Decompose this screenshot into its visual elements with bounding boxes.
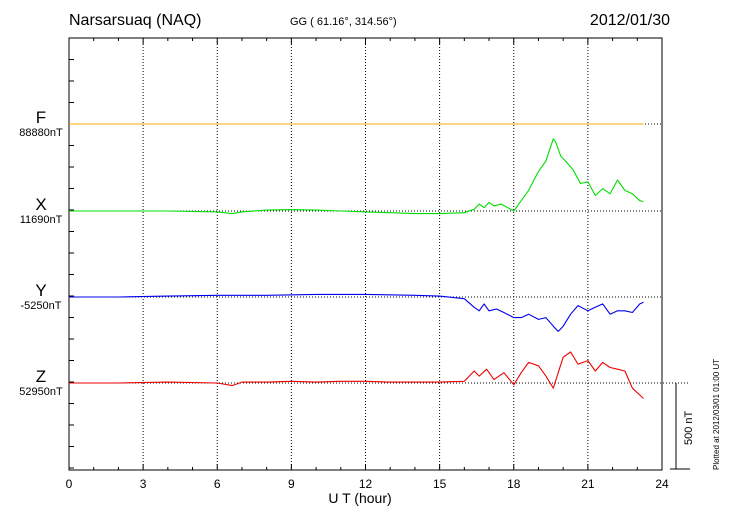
plot-date: 2012/01/30 <box>589 12 670 29</box>
component-label-f: F 88880nT <box>8 109 74 140</box>
x-tick-label: 15 <box>433 477 447 491</box>
component-baseline: 88880nT <box>19 127 63 139</box>
component-label-x: X 11690nT <box>8 196 74 227</box>
plotted-timestamp: Plotted at 2012/03/01 01:00 UT <box>712 358 721 470</box>
component-label-y: Y -5250nT <box>8 282 74 313</box>
component-label-z: Z 52950nT <box>8 368 74 399</box>
grid-lines <box>142 38 589 470</box>
series-line-z <box>69 351 644 399</box>
series-line-x <box>69 138 644 215</box>
x-tick-label: 21 <box>581 477 595 491</box>
x-tick-label: 6 <box>214 477 221 491</box>
x-tick-label: 3 <box>140 477 147 491</box>
component-letter: F <box>35 108 47 127</box>
station-coordinates: GG ( 61.16°, 314.56°) <box>290 16 397 28</box>
component-baseline: 52950nT <box>19 386 63 398</box>
series-baselines <box>69 123 690 384</box>
x-tick-label: 12 <box>359 477 373 491</box>
series-line-y <box>69 293 644 332</box>
x-tick-label: 24 <box>655 477 669 491</box>
station-title: Narsarsuaq (NAQ) <box>69 12 202 29</box>
x-axis-ticks: 0 3 6 9 12 15 18 21 24 <box>66 38 669 491</box>
scale-bar-label: 500 nT <box>683 410 695 445</box>
component-letter: Z <box>35 367 47 386</box>
series-lines <box>69 123 644 399</box>
x-tick-label: 0 <box>66 477 73 491</box>
scale-bar <box>670 383 690 470</box>
x-tick-label: 9 <box>288 477 295 491</box>
component-letter: Y <box>35 281 47 300</box>
x-axis-label: U T (hour) <box>328 490 391 506</box>
component-baseline: -5250nT <box>20 300 62 312</box>
component-baseline: 11690nT <box>19 214 63 226</box>
component-letter: X <box>35 195 47 214</box>
y-minor-ticks <box>69 59 74 469</box>
x-tick-label: 18 <box>507 477 521 491</box>
